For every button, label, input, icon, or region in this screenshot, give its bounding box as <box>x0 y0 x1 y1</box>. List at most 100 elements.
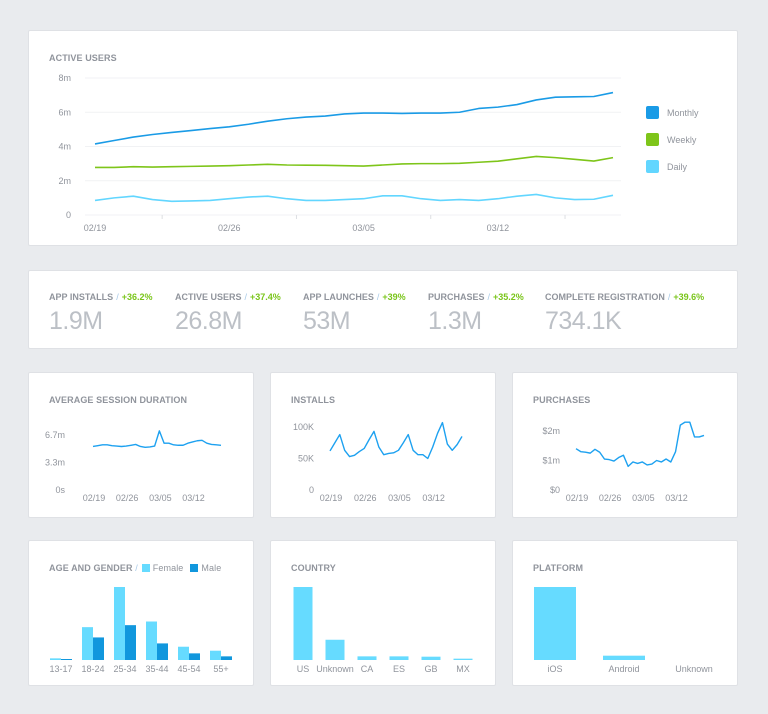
kpi-app-launches: APP LAUNCHES / +39% 53M <box>303 292 406 336</box>
kpi-change: +37.4% <box>250 292 281 302</box>
kpi-complete-registration: COMPLETE REGISTRATION / +39.6% 734.1K <box>545 292 704 336</box>
x-tick-label: 02/19 <box>84 223 107 233</box>
legend-daily[interactable]: Daily <box>646 160 687 173</box>
legend-female[interactable]: Female <box>152 563 184 573</box>
active-users-card: ACTIVE USERS 0 2m 4m 6m 8m 02/19 02/26 03/05 03/… <box>28 30 738 246</box>
x-tick-label: 45-54 <box>177 664 200 674</box>
x-tick-label: Android <box>608 664 639 674</box>
x-tick-label: 03/12 <box>665 493 688 503</box>
bar-male <box>93 637 104 660</box>
bar <box>603 655 645 660</box>
age-gender-chart: 13-17 18-24 25-34 35-44 45-54 55+ <box>49 587 232 674</box>
data-line <box>575 421 705 468</box>
bar-female <box>146 621 157 660</box>
kpi-label: COMPLETE REGISTRATION <box>545 292 665 302</box>
bar-female <box>50 658 61 660</box>
series-line-daily <box>94 193 614 203</box>
card-title: AGE AND GENDER / Female Male <box>49 563 221 573</box>
data-line <box>329 421 463 460</box>
legend-label: Daily <box>667 161 688 172</box>
separator: / <box>116 292 119 302</box>
y-tick-label: 3.3m <box>45 458 65 468</box>
x-tick-label: 02/26 <box>116 493 139 503</box>
kpi-app-installs: APP INSTALLS / +36.2% 1.9M <box>49 292 152 336</box>
card-title: PLATFORM <box>533 563 584 573</box>
x-tick-label: iOS <box>547 664 562 674</box>
card-title: PURCHASES <box>533 395 591 405</box>
legend-monthly[interactable]: Monthly <box>646 106 699 119</box>
bar <box>389 656 409 660</box>
kpi-label: PURCHASES <box>428 292 485 302</box>
bar-male <box>157 643 168 660</box>
x-tick-label: 02/26 <box>354 493 377 503</box>
title-text: AGE AND GENDER <box>49 563 133 573</box>
separator: / <box>667 292 671 302</box>
x-tick-label: 02/26 <box>218 223 241 233</box>
bar-male <box>61 659 72 660</box>
x-tick-label: 03/12 <box>182 493 205 503</box>
x-tick-label: 18-24 <box>81 664 104 674</box>
country-card: COUNTRY US Unknown CA ES GB MX <box>270 540 496 686</box>
installs-chart: 0 50K 100K 02/19 02/26 03/05 03/12 <box>293 421 463 503</box>
legend-weekly[interactable]: Weekly <box>646 133 696 146</box>
x-tick-label: ES <box>393 664 405 674</box>
y-tick-label: 2m <box>58 176 71 186</box>
separator: / <box>376 292 380 302</box>
x-tick-label: MX <box>456 664 470 674</box>
bar <box>293 587 313 660</box>
x-tick-label: US <box>297 664 310 674</box>
x-tick-label: 03/05 <box>149 493 172 503</box>
bar <box>421 656 441 660</box>
y-tick-label: $0 <box>550 485 560 495</box>
separator: / <box>135 563 138 573</box>
x-tick-label: 13-17 <box>49 664 72 674</box>
x-tick-label: Unknown <box>675 664 713 674</box>
y-tick-label: 0 <box>309 485 314 495</box>
kpi-value: 1.9M <box>49 307 103 335</box>
country-chart: US Unknown CA ES GB MX <box>293 587 473 674</box>
x-tick-label: 03/05 <box>632 493 655 503</box>
bar-female <box>114 587 125 660</box>
x-tick-label: 02/19 <box>566 493 589 503</box>
y-tick-label: 100K <box>293 422 314 432</box>
x-tick-label: 03/05 <box>352 223 375 233</box>
y-tick-label: $2m <box>542 426 560 436</box>
legend-label: Monthly <box>667 107 699 118</box>
purchases-card: PURCHASES $0 $1m $2m 02/19 02/26 03/05 03/12 <box>512 372 738 518</box>
kpi-value: 26.8M <box>175 307 242 335</box>
card-title: ACTIVE USERS <box>49 53 117 63</box>
kpi-label: ACTIVE USERS <box>175 292 242 302</box>
x-tick-label: CA <box>361 664 374 674</box>
bar <box>357 656 377 660</box>
card-title: AVERAGE SESSION DURATION <box>49 395 188 405</box>
y-tick-label: 0 <box>66 210 71 220</box>
kpi-card: APP INSTALLS / +36.2% 1.9M ACTIVE USERS / +37… <box>28 270 738 349</box>
bar-female <box>210 650 221 660</box>
y-tick-label: 6.7m <box>45 430 65 440</box>
kpi-active-users: ACTIVE USERS / +37.4% 26.8M <box>175 292 281 336</box>
bar-male <box>189 653 200 660</box>
kpi-value: 1.3M <box>428 307 482 335</box>
active-users-chart: 0 2m 4m 6m 8m 02/19 02/26 03/05 03/12 <box>58 73 621 233</box>
bar-male <box>221 656 232 660</box>
legend-male[interactable]: Male <box>201 563 222 573</box>
kpi-label: APP INSTALLS <box>49 292 114 302</box>
x-tick-label: GB <box>424 664 437 674</box>
y-tick-label: 0s <box>55 485 65 495</box>
x-tick-label: 25-34 <box>113 664 136 674</box>
female-swatch <box>141 564 150 572</box>
kpi-value: 734.1K <box>545 307 622 335</box>
kpi-change: +39% <box>382 292 406 302</box>
x-tick-label: 35-44 <box>145 664 168 674</box>
kpi-change: +39.6% <box>673 292 705 302</box>
bar <box>325 639 345 660</box>
age-gender-card: AGE AND GENDER / Female Male 13-17 18-24 25-… <box>28 540 254 686</box>
y-tick-label: 4m <box>58 142 71 152</box>
separator: / <box>244 292 248 302</box>
x-tick-label: Unknown <box>316 664 354 674</box>
session-chart: 0s 3.3m 6.7m 02/19 02/26 03/05 03/12 <box>45 430 222 503</box>
kpi-change: +36.2% <box>121 292 153 302</box>
purchases-chart: $0 $1m $2m 02/19 02/26 03/05 03/12 <box>542 421 705 503</box>
kpi-purchases: PURCHASES / +35.2% 1.3M <box>428 292 524 336</box>
bar <box>534 587 576 660</box>
